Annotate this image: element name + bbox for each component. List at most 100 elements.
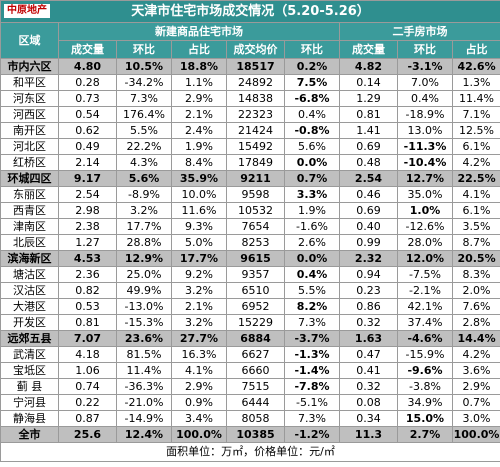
cell: 1.9% xyxy=(284,202,340,219)
data-row: 西青区 2.98 3.2% 11.6% 10532 1.9% 0.69 1.0% 6.1% xyxy=(0,202,500,219)
cell: 7515 xyxy=(226,378,285,395)
data-row: 环城四区 9.17 5.6% 35.9% 9211 0.7% 2.54 12.7% 22.5% xyxy=(0,170,500,187)
cell: 28.8% xyxy=(116,234,172,251)
group-header: 二手房市场 xyxy=(338,22,500,41)
cell: -14.9% xyxy=(116,410,172,427)
cell: 0.54 xyxy=(58,106,117,123)
cell: 13.0% xyxy=(397,122,453,139)
data-row: 宝坻区 1.06 11.4% 4.1% 6660 -1.4% 0.41 -9.6% 3.6% xyxy=(0,362,500,379)
cell: -13.0% xyxy=(116,298,172,315)
cell: 9598 xyxy=(226,186,285,203)
cell: 27.7% xyxy=(171,330,227,347)
cell: 10.5% xyxy=(116,58,172,75)
cell: -7.5% xyxy=(397,266,453,283)
region-header: 区域 xyxy=(0,22,59,59)
cell: 4.53 xyxy=(58,250,117,267)
cell: 0.49 xyxy=(58,138,117,155)
cell: 15.0% xyxy=(397,410,453,427)
data-row: 静海县 0.87 -14.9% 3.4% 8058 7.3% 0.34 15.0% 3.0% xyxy=(0,410,500,427)
cell: 7.3% xyxy=(284,410,340,427)
title-row: 中原地产 天津市住宅市场成交情况（5.20-5.26） xyxy=(0,0,500,23)
cell: 9.17 xyxy=(58,170,117,187)
cell: -1.4% xyxy=(284,362,340,379)
column-header: 占比 xyxy=(171,40,227,59)
data-row: 远郊五县 7.07 23.6% 27.7% 6884 -3.7% 1.63 -4.6% 14.4… xyxy=(0,330,500,347)
region-cell: 北辰区 xyxy=(0,234,59,251)
data-row: 蓟 县 0.74 -36.3% 2.9% 7515 -7.8% 0.32 -3.8% 2.9% xyxy=(0,378,500,395)
cell: 7654 xyxy=(226,218,285,235)
cell: 4.3% xyxy=(116,154,172,171)
cell: -34.2% xyxy=(116,74,172,91)
region-cell: 环城四区 xyxy=(0,170,59,187)
column-header: 占比 xyxy=(451,40,500,59)
cell: 0.74 xyxy=(58,378,117,395)
cell: 2.36 xyxy=(58,266,117,283)
cell: 8.2% xyxy=(284,298,340,315)
region-cell: 东丽区 xyxy=(0,186,59,203)
cell: 0.4% xyxy=(397,90,453,107)
data-row: 红桥区 2.14 4.3% 8.4% 17849 0.0% 0.48 -10.4% 4.2% xyxy=(0,154,500,171)
data-row: 开发区 0.81 -15.3% 3.2% 15229 7.3% 0.32 37.4% 2.8% xyxy=(0,314,500,331)
cell: 4.82 xyxy=(339,58,398,75)
cell: 4.2% xyxy=(451,346,500,363)
cell: -4.6% xyxy=(397,330,453,347)
cell: 0.69 xyxy=(339,202,398,219)
cell: 0.73 xyxy=(58,90,117,107)
region-cell: 静海县 xyxy=(0,410,59,427)
cell: 2.9% xyxy=(451,378,500,395)
cell: 21424 xyxy=(226,122,285,139)
data-row: 河西区 0.54 176.4% 2.1% 22323 0.4% 0.81 -18.9% 7.1% xyxy=(0,106,500,123)
region-cell: 市内六区 xyxy=(0,58,59,75)
cell: 0.47 xyxy=(339,346,398,363)
region-cell: 开发区 xyxy=(0,314,59,331)
cell: 1.9% xyxy=(171,138,227,155)
region-cell: 红桥区 xyxy=(0,154,59,171)
cell: 0.08 xyxy=(339,394,398,411)
cell: 0.82 xyxy=(58,282,117,299)
cell: 0.34 xyxy=(339,410,398,427)
cell: -18.9% xyxy=(397,106,453,123)
cell: -2.1% xyxy=(397,282,453,299)
cell: 7.6% xyxy=(451,298,500,315)
cell: -6.8% xyxy=(284,90,340,107)
cell: 9.2% xyxy=(171,266,227,283)
cell: 0.9% xyxy=(171,394,227,411)
region-cell: 西青区 xyxy=(0,202,59,219)
cell: 8.4% xyxy=(171,154,227,171)
cell: 35.9% xyxy=(171,170,227,187)
cell: 5.5% xyxy=(116,122,172,139)
cell: -3.7% xyxy=(284,330,340,347)
cell: -1.2% xyxy=(284,426,340,443)
cell: 2.38 xyxy=(58,218,117,235)
logo: 中原地产 xyxy=(4,4,50,18)
data-row: 津南区 2.38 17.7% 9.3% 7654 -1.6% 0.40 -12.6% 3.5% xyxy=(0,218,500,235)
cell: 3.5% xyxy=(451,218,500,235)
cell: 10.0% xyxy=(171,186,227,203)
region-cell: 远郊五县 xyxy=(0,330,59,347)
cell: 25.6 xyxy=(58,426,117,443)
cell: 2.98 xyxy=(58,202,117,219)
data-row: 武清区 4.18 81.5% 16.3% 6627 -1.3% 0.47 -15.9% 4.2% xyxy=(0,346,500,363)
cell: 16.3% xyxy=(171,346,227,363)
data-row: 东丽区 2.54 -8.9% 10.0% 9598 3.3% 0.46 35.0% 4.1% xyxy=(0,186,500,203)
region-cell: 和平区 xyxy=(0,74,59,91)
cell: 5.6% xyxy=(116,170,172,187)
cell: 4.2% xyxy=(451,154,500,171)
cell: 42.6% xyxy=(451,58,500,75)
cell: 15229 xyxy=(226,314,285,331)
cell: 9.3% xyxy=(171,218,227,235)
cell: 0.48 xyxy=(339,154,398,171)
cell: 2.54 xyxy=(58,186,117,203)
cell: 0.41 xyxy=(339,362,398,379)
cell: 1.29 xyxy=(339,90,398,107)
footer-row: 面积单位：万㎡，价格单位：元/㎡ xyxy=(0,442,500,462)
cell: 22323 xyxy=(226,106,285,123)
cell: 100.0% xyxy=(171,426,227,443)
cell: 11.4% xyxy=(451,90,500,107)
column-header: 环比 xyxy=(116,40,172,59)
data-row: 宁河县 0.22 -21.0% 0.9% 6444 -5.1% 0.08 34.9% 0.7% xyxy=(0,394,500,411)
cell: 1.06 xyxy=(58,362,117,379)
cell: 0.46 xyxy=(339,186,398,203)
